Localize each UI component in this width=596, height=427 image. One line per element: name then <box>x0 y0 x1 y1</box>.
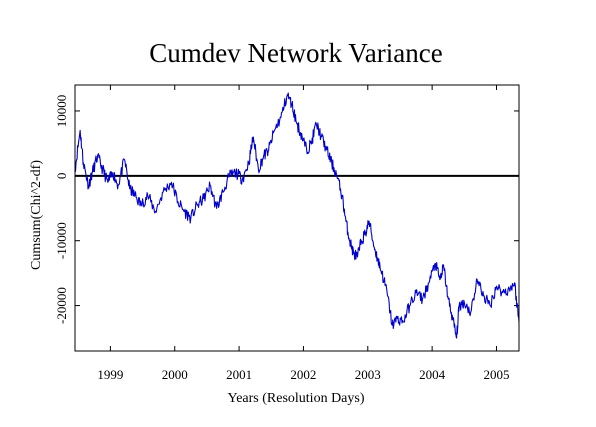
x-tick-label: 2005 <box>483 367 509 382</box>
y-tick-label: -10000 <box>54 222 69 259</box>
x-tick-label: 2001 <box>226 367 252 382</box>
series-line <box>74 92 520 339</box>
x-tick-label: 1999 <box>97 367 123 382</box>
x-axis-label: Years (Resolution Days) <box>227 391 364 406</box>
y-tick-label: 0 <box>54 173 69 180</box>
x-tick-label: 2003 <box>355 367 381 382</box>
x-tick-label: 2000 <box>162 367 188 382</box>
y-tick-label: -20000 <box>54 287 69 324</box>
y-axis-label: Cumsum(Chi^2-df) <box>29 160 44 270</box>
x-tick-label: 2002 <box>290 367 316 382</box>
y-tick-label: 10000 <box>54 95 69 128</box>
plot-frame <box>74 84 520 352</box>
chart-title: Cumdev Network Variance <box>149 38 442 68</box>
x-tick-label: 2004 <box>419 367 446 382</box>
axis-ticks: 1999 2000 2001 2002 2003 2004 2005 -20000 -10000… <box>54 85 519 382</box>
